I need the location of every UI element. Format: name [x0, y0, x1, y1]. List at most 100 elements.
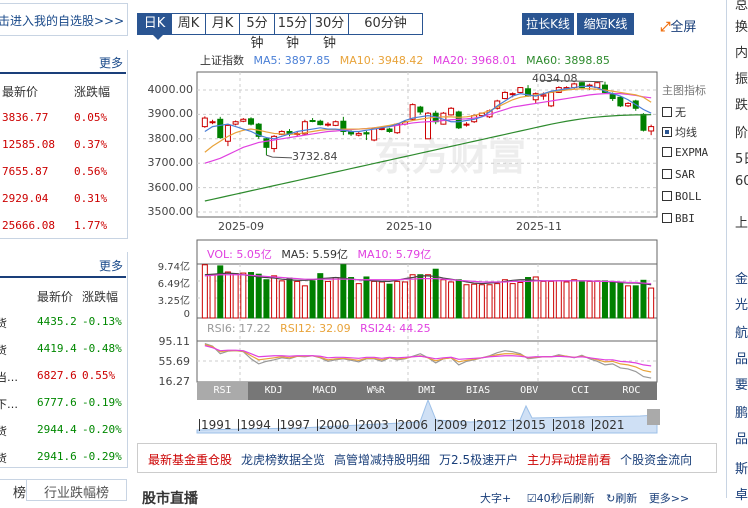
more-link[interactable]: 更多	[98, 259, 123, 273]
indicator-tab[interactable]: KDJ	[248, 382, 300, 400]
side-item[interactable]: 卓	[735, 488, 748, 503]
quick-link[interactable]: 个股资金流向	[620, 453, 693, 467]
indicator-tab[interactable]: DMI	[401, 382, 453, 400]
refresh-button[interactable]: ↻刷新	[606, 492, 637, 505]
side-item[interactable]: 总	[735, 0, 748, 13]
fullscreen-label: 全屏	[670, 20, 697, 35]
quick-link[interactable]: 万2.5极速开户	[439, 453, 519, 467]
candle-up	[224, 124, 231, 142]
indicator-tab[interactable]: W%R	[350, 382, 402, 400]
volume-bar	[486, 284, 493, 319]
side-item[interactable]: 品	[735, 432, 748, 447]
indicator-label: BOLL	[675, 190, 702, 203]
timeline-year[interactable]: 2015	[513, 418, 546, 432]
quick-link[interactable]: 龙虎榜数据全览	[241, 453, 326, 467]
font-size-button[interactable]: 大字+	[480, 492, 512, 505]
tab-period[interactable]: 60分钟	[348, 13, 423, 35]
more-link[interactable]: 更多	[98, 56, 123, 70]
timeline-year[interactable]: 2012	[474, 418, 507, 432]
indicator-tab[interactable]: RSI	[197, 382, 249, 400]
volume-bar	[224, 271, 231, 319]
volume-bar	[625, 285, 632, 319]
timeline-year[interactable]: 2018	[552, 418, 586, 432]
price: 6777.6	[37, 396, 77, 409]
timeline-year[interactable]: 2006	[395, 418, 429, 432]
my-stocks-link[interactable]: 击进入我的自选股>>>	[0, 14, 125, 28]
volume-tick: 9.74亿	[157, 262, 190, 273]
change: -0.29%	[82, 450, 122, 463]
header-change: 涨跌幅	[82, 290, 119, 304]
tab-period[interactable]: 30分钟	[310, 13, 349, 51]
candle-down	[601, 84, 608, 93]
tab-period[interactable]: 周K	[171, 13, 206, 35]
volume-bar	[578, 280, 585, 319]
tab-period[interactable]: 5分钟	[239, 13, 275, 51]
date-tick: 2025-10	[386, 220, 432, 233]
timeline-year[interactable]: 2000	[316, 418, 350, 432]
side-item[interactable]: 鹏	[735, 406, 748, 421]
timeline-year[interactable]: 2003	[356, 418, 389, 432]
side-item[interactable]: 内	[735, 46, 748, 61]
name: 货	[0, 452, 7, 465]
price: 2944.4	[37, 423, 77, 436]
side-item[interactable]: 换	[735, 20, 748, 35]
indicator-option[interactable]: 均线	[662, 124, 697, 140]
side-item[interactable]: 60	[735, 174, 748, 189]
indicator-option[interactable]: SAR	[662, 168, 695, 181]
checkbox-icon	[662, 213, 672, 223]
candle-up	[324, 123, 331, 126]
stretch-kline-button[interactable]: 拉长K线	[522, 13, 574, 35]
side-item[interactable]: 上	[735, 216, 748, 231]
quick-link[interactable]: 主力异动提前看	[527, 453, 612, 467]
side-item[interactable]: 品	[735, 352, 748, 367]
timeline-year[interactable]: 2009	[434, 418, 468, 432]
timeline-year[interactable]: 2021	[592, 418, 625, 432]
timeline-year[interactable]: 1991	[199, 418, 232, 432]
shrink-kline-button[interactable]: 缩短K线	[577, 13, 634, 35]
side-item[interactable]: 5日	[735, 152, 748, 167]
checkbox-icon	[662, 169, 672, 179]
volume-bar	[440, 279, 447, 319]
indicator-tab[interactable]: ROC	[605, 382, 657, 400]
fullscreen-button[interactable]: ⤢全屏	[660, 16, 696, 35]
indicator-tab[interactable]: OBV	[503, 382, 555, 400]
quick-link[interactable]: 最新基金重仓股	[148, 453, 233, 467]
quick-link[interactable]: 高管增减持股明细	[334, 453, 431, 467]
price: 12585.08	[2, 138, 55, 151]
indicator-tab[interactable]: MACD	[299, 382, 351, 400]
indicator-label: 均线	[675, 126, 697, 139]
ma60-line	[204, 114, 652, 202]
auto-refresh-checkbox[interactable]: ☑40秒后刷新	[527, 492, 595, 505]
side-item[interactable]: 斯	[735, 462, 748, 477]
divider	[0, 72, 126, 74]
side-item[interactable]: 光	[735, 298, 748, 313]
indicator-tab[interactable]: CCI	[554, 382, 606, 400]
high-annotation: 4034.08	[532, 72, 578, 85]
side-item[interactable]: 振	[735, 72, 748, 87]
watermark-logo: 东方财富	[374, 135, 526, 179]
volume-bar	[217, 265, 224, 319]
rsi-tick: 16.27	[158, 375, 191, 388]
side-item[interactable]: 要	[735, 378, 748, 393]
indicator-option[interactable]: BOLL	[662, 190, 702, 203]
checkbox-icon: ☑	[526, 492, 537, 505]
side-item[interactable]: 金	[735, 272, 748, 287]
side-item[interactable]: 航	[735, 326, 748, 341]
indicator-option[interactable]: BBI	[662, 212, 695, 225]
timeline-scroll-handle[interactable]	[647, 409, 660, 425]
timeline-year[interactable]: 1994	[238, 418, 271, 432]
indicator-option[interactable]: EXPMA	[662, 146, 708, 159]
tab-rank[interactable]: 榜	[0, 479, 27, 501]
ma5-value: MA5: 3897.85	[253, 54, 331, 67]
volume-ma10-line	[204, 274, 652, 285]
indicator-option[interactable]: 无	[662, 104, 686, 120]
date-tick: 2025-11	[516, 220, 562, 233]
indicator-tab[interactable]: BIAS	[452, 382, 504, 400]
ma20-value: MA20: 3968.01	[432, 54, 517, 67]
side-item[interactable]: 阶	[735, 126, 748, 141]
timeline-year[interactable]: 1997	[277, 418, 311, 432]
more-live-link[interactable]: 更多>>	[648, 492, 690, 505]
side-item[interactable]: 跌	[735, 98, 748, 113]
volume-bar	[371, 280, 378, 319]
